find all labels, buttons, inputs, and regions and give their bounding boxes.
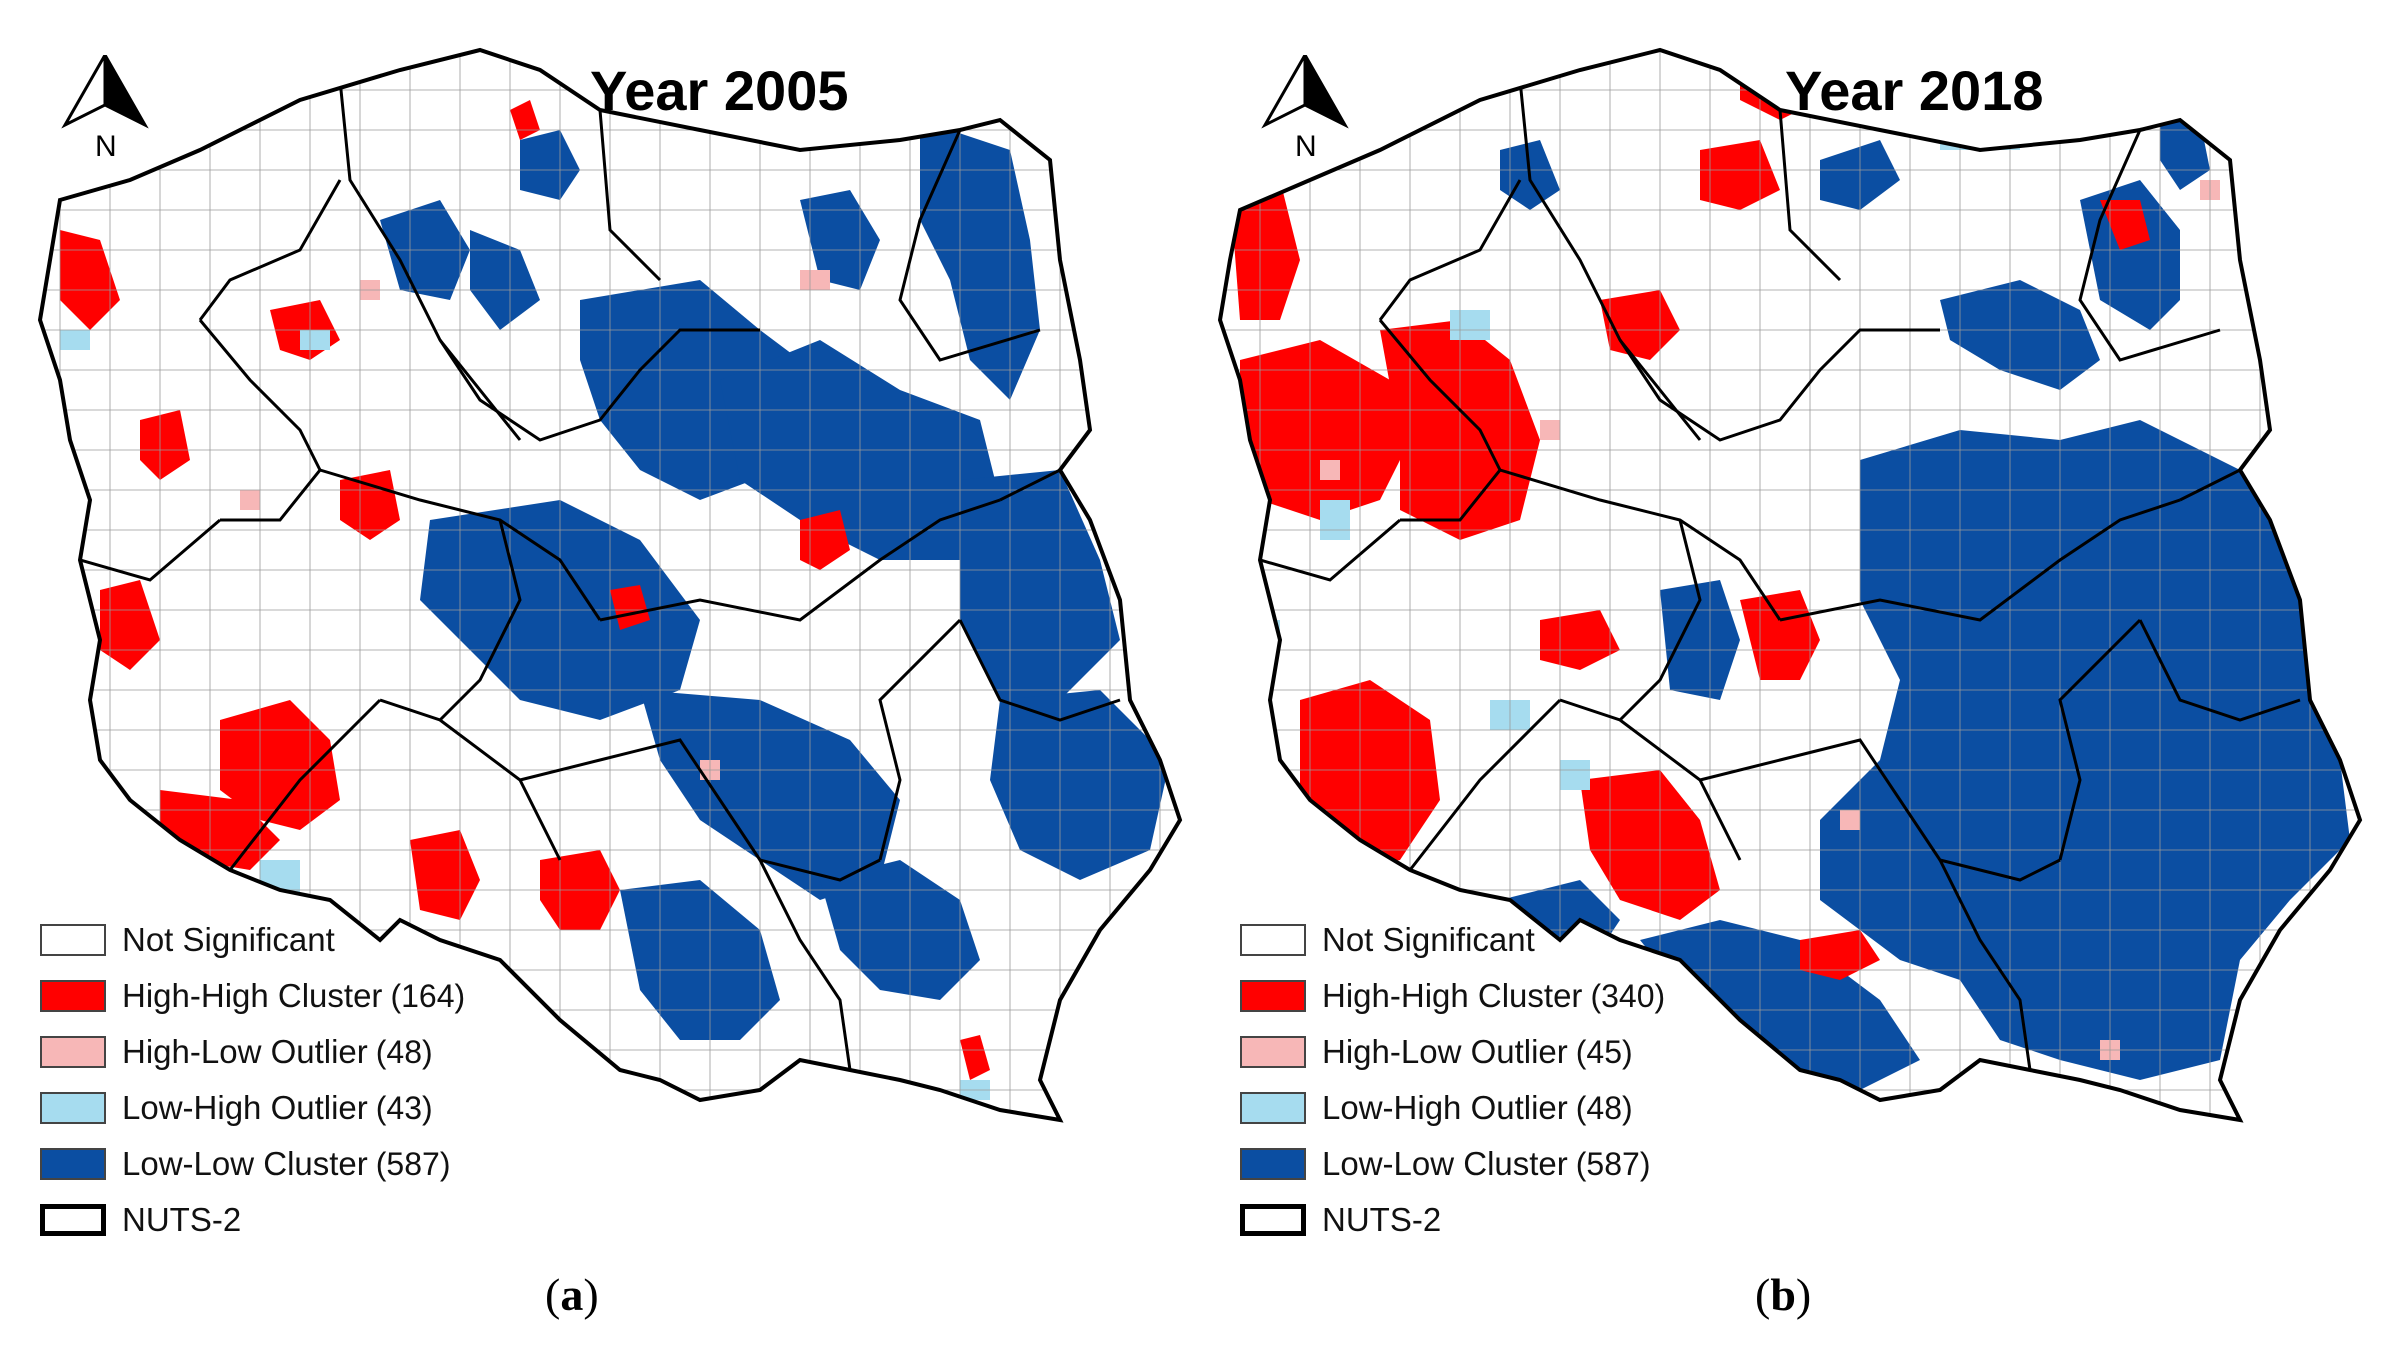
legend-count: (164) bbox=[390, 977, 466, 1014]
legend-label: High-High Cluster bbox=[122, 977, 383, 1014]
panel-title: Year 2005 bbox=[590, 59, 849, 122]
legend-count: (48) bbox=[1575, 1089, 1633, 1126]
legend-swatch bbox=[1240, 980, 1306, 1012]
legend-swatch bbox=[1240, 1036, 1306, 1068]
legend-swatch bbox=[40, 1092, 106, 1124]
legend-label: NUTS-2 bbox=[122, 1201, 242, 1238]
legend-count: (587) bbox=[375, 1145, 451, 1182]
panel-caption: (b) bbox=[1755, 1269, 1812, 1320]
caption-letter: a bbox=[560, 1269, 584, 1320]
legend: Not Significant High-High Cluster (340) … bbox=[1240, 912, 1665, 1248]
legend-label: Not Significant bbox=[122, 921, 335, 958]
legend-swatch bbox=[40, 1036, 106, 1068]
legend-item-low-low: Low-Low Cluster (587) bbox=[40, 1136, 465, 1192]
panel-caption: (a) bbox=[545, 1269, 599, 1320]
nuts2-boundaries bbox=[79, 79, 1121, 1071]
country-outline-2005 bbox=[37, 47, 1183, 1123]
legend-count: (48) bbox=[375, 1033, 433, 1070]
legend-label: Not Significant bbox=[1322, 921, 1535, 958]
country-outline-2018 bbox=[1217, 47, 2363, 1123]
north-arrow-icon bbox=[1255, 49, 1355, 165]
poland-map-2018 bbox=[1217, 47, 2363, 1123]
legend-swatch bbox=[40, 1204, 106, 1236]
legend-item-nuts2: NUTS-2 bbox=[1240, 1192, 1665, 1248]
map-panel-2018: N Year 2018 Not Significant High-High Cl… bbox=[1200, 0, 2400, 1345]
legend-item-low-high: Low-High Outlier (48) bbox=[1240, 1080, 1665, 1136]
legend-label: High-High Cluster bbox=[1322, 977, 1583, 1014]
legend-label: Low-High Outlier bbox=[1322, 1089, 1568, 1126]
panel-title: Year 2018 bbox=[1785, 59, 2044, 122]
legend-item-high-low: High-Low Outlier (45) bbox=[1240, 1024, 1665, 1080]
map-panel-2005: N Year 2005 Not Significant High-High Cl… bbox=[37, 47, 1183, 1320]
legend-item-high-high: High-High Cluster (340) bbox=[1240, 968, 1665, 1024]
legend-swatch bbox=[1240, 1204, 1306, 1236]
legend-item-not-significant: Not Significant bbox=[40, 912, 465, 968]
north-label: N bbox=[95, 130, 117, 163]
legend-label: Low-High Outlier bbox=[122, 1089, 368, 1126]
legend-swatch bbox=[40, 980, 106, 1012]
legend-label: High-Low Outlier bbox=[122, 1033, 368, 1070]
legend-item-not-significant: Not Significant bbox=[1240, 912, 1665, 968]
north-label: N bbox=[1295, 130, 1317, 163]
legend-item-nuts2: NUTS-2 bbox=[40, 1192, 465, 1248]
legend: Not Significant High-High Cluster (164) … bbox=[40, 912, 465, 1248]
legend-swatch bbox=[1240, 924, 1306, 956]
caption-letter: b bbox=[1770, 1269, 1796, 1320]
legend-count: (45) bbox=[1575, 1033, 1633, 1070]
legend-label: NUTS-2 bbox=[1322, 1201, 1442, 1238]
legend-count: (340) bbox=[1590, 977, 1666, 1014]
legend-swatch bbox=[1240, 1148, 1306, 1180]
legend-item-high-low: High-Low Outlier (48) bbox=[40, 1024, 465, 1080]
legend-count: (43) bbox=[375, 1089, 433, 1126]
north-arrow-icon bbox=[55, 49, 155, 165]
poland-map-2005 bbox=[37, 47, 1183, 1123]
legend-count: (587) bbox=[1575, 1145, 1651, 1182]
legend-label: Low-Low Cluster bbox=[1322, 1145, 1568, 1182]
legend-label: High-Low Outlier bbox=[1322, 1033, 1568, 1070]
legend-item-high-high: High-High Cluster (164) bbox=[40, 968, 465, 1024]
legend-swatch bbox=[40, 1148, 106, 1180]
legend-swatch bbox=[1240, 1092, 1306, 1124]
legend-item-low-high: Low-High Outlier (43) bbox=[40, 1080, 465, 1136]
legend-item-low-low: Low-Low Cluster (587) bbox=[1240, 1136, 1665, 1192]
legend-swatch bbox=[40, 924, 106, 956]
legend-label: Low-Low Cluster bbox=[122, 1145, 368, 1182]
nuts2-boundaries bbox=[1259, 79, 2301, 1071]
high-low-regions bbox=[1320, 180, 2220, 1060]
